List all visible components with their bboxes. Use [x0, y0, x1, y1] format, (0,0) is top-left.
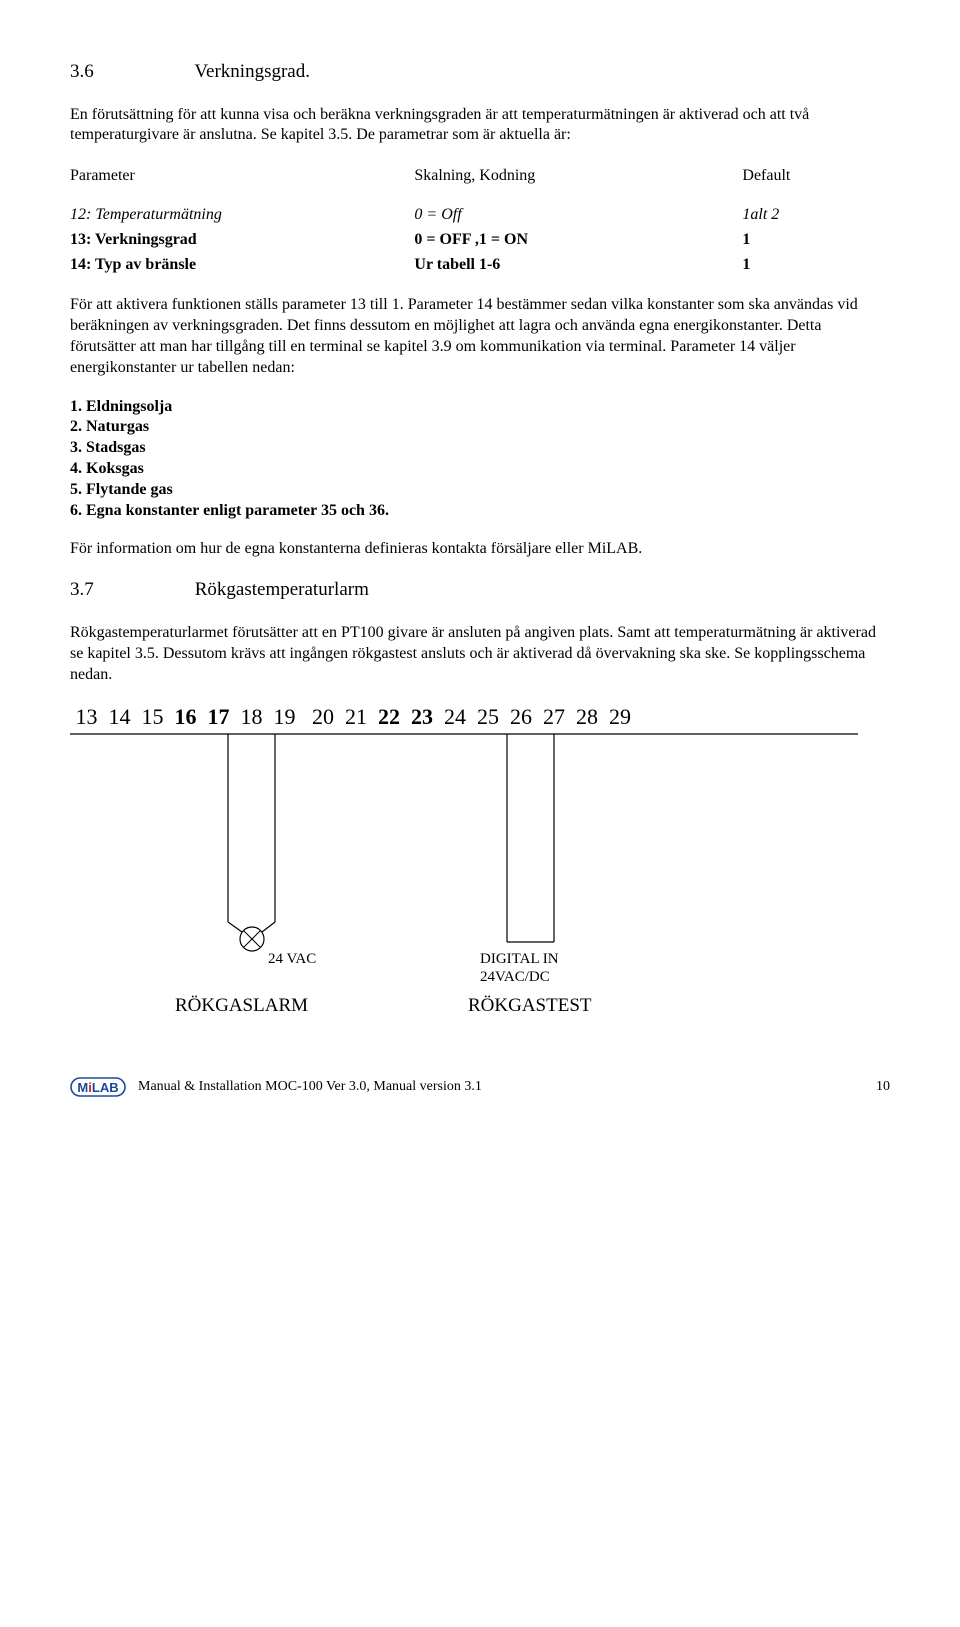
wiring-diagram: 24 VAC DIGITAL IN 24VAC/DC RÖKGASLARM RÖ… [70, 732, 890, 1032]
table-row: 13: Verkningsgrad 0 = OFF ,1 = ON 1 [70, 228, 890, 253]
cell-param: 13: Verkningsgrad [70, 228, 414, 253]
rokgaslarm-label: RÖKGASLARM [175, 994, 308, 1019]
svg-text:MiLAB: MiLAB [77, 1080, 118, 1095]
section-3-7-num: 3.7 [70, 578, 190, 603]
list-item: 5. Flytande gas [70, 480, 890, 501]
digital-in-label-2: 24VAC/DC [480, 968, 550, 988]
section-3-6-p1: En förutsättning för att kunna visa och … [70, 105, 890, 147]
th-parameter: Parameter [70, 164, 414, 189]
list-item: 3. Stadsgas [70, 438, 890, 459]
list-item: 2. Naturgas [70, 417, 890, 438]
cell-skal: 0 = OFF ,1 = ON [414, 228, 742, 253]
section-3-6-heading: 3.6 Verkningsgrad. [70, 60, 890, 85]
fuel-list: 1. Eldningsolja 2. Naturgas 3. Stadsgas … [70, 397, 890, 522]
milab-logo-icon: MiLAB [70, 1072, 126, 1102]
cell-def: 1 [742, 228, 890, 253]
parameter-table: Parameter Skalning, Kodning Default 12: … [70, 164, 890, 277]
cell-skal: Ur tabell 1-6 [414, 253, 742, 278]
section-3-7-p1: Rökgastemperaturlarmet förutsätter att e… [70, 623, 890, 685]
digital-in-label-1: DIGITAL IN [480, 950, 559, 970]
section-3-6-p3: För information om hur de egna konstante… [70, 539, 890, 560]
cell-def: 1 [742, 253, 890, 278]
cell-param: 12: Temperaturmätning [70, 203, 414, 228]
vac-label: 24 VAC [268, 950, 316, 970]
cell-param: 14: Typ av bränsle [70, 253, 414, 278]
list-item: 4. Koksgas [70, 459, 890, 480]
page-footer: MiLAB Manual & Installation MOC-100 Ver … [70, 1072, 890, 1102]
table-row: 12: Temperaturmätning 0 = Off 1alt 2 [70, 203, 890, 228]
section-3-7-heading: 3.7 Rökgastemperaturlarm [70, 578, 890, 603]
cell-def: 1alt 2 [742, 203, 890, 228]
th-default: Default [742, 164, 890, 189]
section-3-6-num: 3.6 [70, 60, 190, 85]
terminal-numbers: 13 14 15 16 17 18 19 20 21 22 23 24 25 2… [70, 703, 890, 732]
section-3-6-title: Verkningsgrad. [194, 61, 310, 82]
table-row: 14: Typ av bränsle Ur tabell 1-6 1 [70, 253, 890, 278]
section-3-6-p2: För att aktivera funktionen ställs param… [70, 295, 890, 378]
list-item: 1. Eldningsolja [70, 397, 890, 418]
cell-skal: 0 = Off [414, 203, 742, 228]
th-skalning: Skalning, Kodning [414, 164, 742, 189]
table-header-row: Parameter Skalning, Kodning Default [70, 164, 890, 189]
list-item: 6. Egna konstanter enligt parameter 35 o… [70, 501, 890, 522]
rokgastest-label: RÖKGASTEST [468, 994, 592, 1019]
section-3-7-title: Rökgastemperaturlarm [195, 579, 369, 600]
page-number: 10 [876, 1078, 890, 1096]
footer-text: Manual & Installation MOC-100 Ver 3.0, M… [126, 1078, 876, 1096]
